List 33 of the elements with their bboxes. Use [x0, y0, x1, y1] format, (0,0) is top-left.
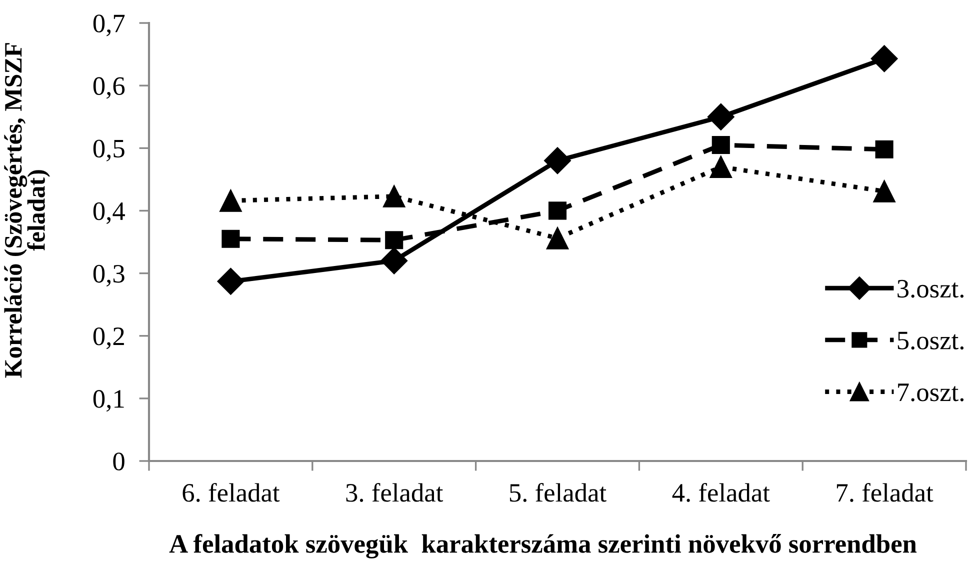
point [873, 180, 896, 202]
x-tick-label: 5. feladat [510, 482, 606, 502]
legend-label: 3.oszt. [898, 280, 964, 298]
y-tick-label: 0,2 [93, 327, 124, 350]
point [380, 247, 408, 274]
point [710, 156, 732, 178]
point [217, 268, 244, 295]
y-tick-label: 0,4 [93, 202, 125, 224]
point [544, 147, 571, 174]
y-tick-label: 0,6 [93, 77, 125, 99]
point [548, 202, 567, 220]
point [712, 136, 730, 154]
point [870, 45, 898, 72]
point [222, 230, 240, 248]
point [220, 190, 242, 212]
point [707, 103, 734, 130]
y-tick-label: 0 [113, 452, 124, 470]
x-axis-title: A feladatok szövegük karakterszáma szerinti növekvő sorrendben [169, 534, 917, 558]
point [546, 227, 569, 250]
y-tick-label: 0,7 [93, 14, 125, 36]
y-tick-label: 0,1 [93, 390, 124, 412]
x-tick-label: 6. feladat [182, 482, 280, 502]
point [875, 140, 894, 158]
y-axis-title: Korreláció (Szövegértés, MSZF feladat) [4, 43, 50, 378]
point [382, 185, 406, 208]
x-tick-label: 4. feladat [672, 482, 770, 502]
legend-label: 7.oszt. [898, 384, 964, 402]
x-tick-label: 7. feladat [836, 482, 934, 502]
x-tick-label: 3. feladat [346, 482, 444, 502]
point [385, 231, 404, 250]
y-tick-label: 0,5 [93, 140, 124, 162]
y-tick-label: 0,3 [93, 264, 124, 286]
legend-label: 5.oszt. [898, 332, 964, 350]
